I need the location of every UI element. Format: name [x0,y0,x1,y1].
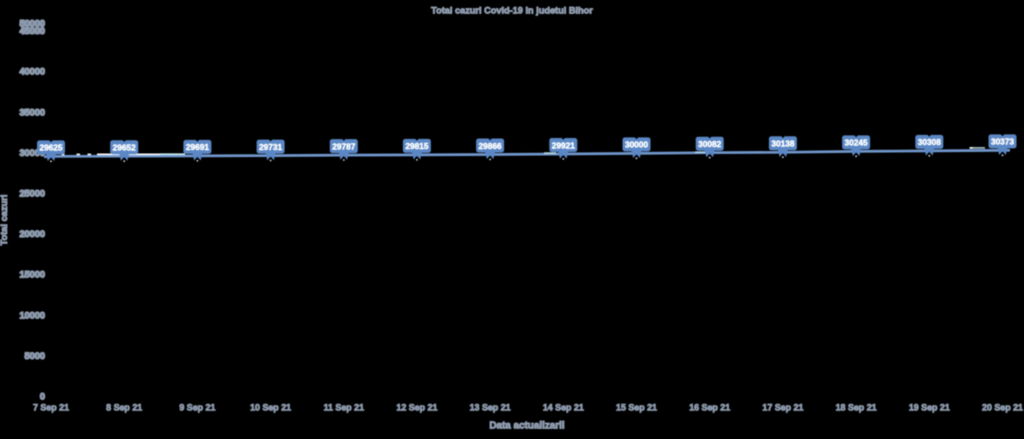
svg-text:16 Sep 21: 16 Sep 21 [689,403,730,413]
svg-text:25000: 25000 [19,189,45,199]
svg-text:Total cazuri: Total cazuri [0,195,9,246]
svg-text:10 Sep 21: 10 Sep 21 [250,403,291,413]
svg-text:29866: 29866 [479,141,502,151]
svg-text:30373: 30373 [991,137,1014,147]
svg-text:13 Sep 21: 13 Sep 21 [470,403,511,413]
svg-text:7 Sep 21: 7 Sep 21 [33,403,69,413]
svg-text:9 Sep 21: 9 Sep 21 [179,403,215,413]
svg-text:14 Sep 21: 14 Sep 21 [543,403,584,413]
svg-text:29787: 29787 [332,141,355,151]
svg-text:35000: 35000 [19,107,45,117]
svg-text:11 Sep 21: 11 Sep 21 [324,403,365,413]
svg-text:10000: 10000 [19,310,45,320]
svg-text:20000: 20000 [19,229,45,239]
svg-text:15 Sep 21: 15 Sep 21 [616,403,657,413]
svg-text:29731: 29731 [259,142,282,152]
svg-text:Data actualizarii: Data actualizarii [489,421,564,432]
svg-text:15000: 15000 [19,270,45,280]
svg-text:19 Sep 21: 19 Sep 21 [909,403,950,413]
svg-text:30000: 30000 [19,148,45,158]
svg-text:0: 0 [40,392,45,402]
svg-text:29625: 29625 [39,143,62,153]
svg-text:29691: 29691 [186,142,209,152]
svg-text:30245: 30245 [845,138,868,148]
svg-text:29652: 29652 [113,143,136,153]
svg-text:18 Sep 21: 18 Sep 21 [836,403,877,413]
svg-text:12 Sep 21: 12 Sep 21 [396,403,437,413]
svg-text:30082: 30082 [698,139,721,149]
svg-text:5000: 5000 [25,351,45,361]
svg-text:30000: 30000 [625,140,648,150]
svg-text:29815: 29815 [405,141,428,151]
svg-text:30138: 30138 [771,139,794,149]
svg-text:20 Sep 21: 20 Sep 21 [982,403,1023,413]
svg-text:29921: 29921 [552,140,575,150]
svg-text:Total cazuri Covid-19 in judet: Total cazuri Covid-19 in judetul Bihor [431,6,593,16]
svg-text:8 Sep 21: 8 Sep 21 [106,403,142,413]
svg-text:30308: 30308 [918,137,941,147]
svg-text:17 Sep 21: 17 Sep 21 [762,403,803,413]
svg-text:40000: 40000 [19,67,45,77]
